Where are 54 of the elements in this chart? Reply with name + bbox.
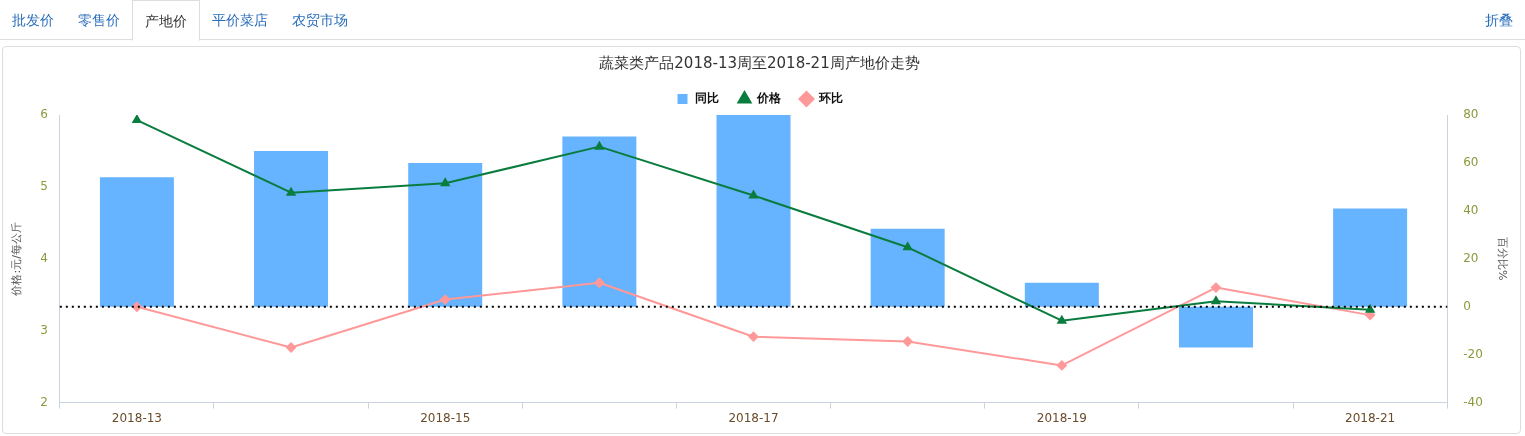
y-tick-label: 4: [40, 250, 48, 265]
point: [594, 141, 604, 150]
bar: [1178, 306, 1253, 348]
bar: [408, 162, 483, 307]
point: [749, 190, 758, 199]
chart-title: 蔬菜类产品2018-13周至2018-21周产地价走势: [599, 53, 920, 72]
text: 平价菜店: [211, 11, 269, 30]
point: [286, 342, 297, 353]
y2-tick-label: 0: [1463, 298, 1471, 313]
y2-tick-label: 20: [1463, 250, 1479, 265]
point: [594, 277, 605, 288]
y2-tick-label: -20: [1463, 346, 1483, 361]
y2-tick-label: 60: [1463, 155, 1479, 170]
text: 产地价: [132, 0, 200, 41]
x-tick-label: 2018-15: [420, 410, 471, 425]
x-tick-label: 2018-21: [1345, 410, 1396, 425]
bar: [1333, 208, 1408, 307]
point: [1210, 282, 1221, 293]
point: [1056, 360, 1067, 371]
point: [440, 178, 450, 187]
legend-label: 价格: [755, 91, 782, 106]
point: [1211, 296, 1221, 305]
point: [903, 242, 913, 251]
legend-label: 同比: [694, 91, 719, 106]
bar: [1024, 282, 1099, 307]
bar: [254, 150, 329, 307]
point: [1057, 315, 1067, 324]
y2-tick-label: 80: [1463, 107, 1479, 122]
bar: [562, 136, 637, 307]
x-tick-label: 2018-19: [1036, 410, 1087, 425]
y2-tick-label: -40: [1463, 394, 1483, 409]
text: 零售价: [77, 11, 121, 30]
text: 农贸市场: [291, 11, 349, 30]
point: [440, 294, 451, 305]
y-axis-title: 价格:元/每公斤: [10, 222, 24, 297]
point: [286, 187, 296, 196]
x-tick-label: 2018-17: [728, 410, 779, 425]
bar: [716, 115, 791, 307]
bar: [99, 177, 174, 307]
y-tick-label: 5: [40, 179, 48, 194]
point: [1365, 304, 1375, 313]
y-tick-label: 3: [40, 322, 48, 337]
point: [902, 336, 913, 347]
text: 折叠: [1484, 11, 1514, 30]
text: 批发价: [11, 11, 55, 30]
point: [132, 115, 142, 124]
y2-tick-label: 40: [1463, 202, 1479, 217]
bar: [870, 228, 945, 307]
x-tick-label: 2018-13: [111, 410, 162, 425]
y2-axis-title: 百分比%: [1495, 237, 1509, 281]
point: [748, 331, 759, 342]
legend-label: 环比: [817, 91, 843, 106]
y-tick-label: 6: [40, 107, 48, 122]
y-tick-label: 2: [40, 394, 48, 409]
